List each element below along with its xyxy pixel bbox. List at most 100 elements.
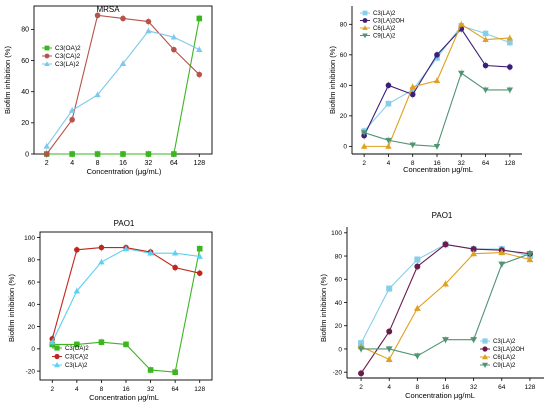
series-3 xyxy=(357,248,534,364)
legend-label: C3(CA)2 xyxy=(65,355,89,361)
data-point xyxy=(470,250,478,257)
data-point xyxy=(433,143,441,150)
x-tick-label: 4 xyxy=(387,160,391,167)
legend-marker xyxy=(44,53,50,59)
data-point xyxy=(442,280,449,287)
y-tick-label: 60 xyxy=(28,279,36,286)
data-point xyxy=(434,55,440,61)
data-point xyxy=(49,338,56,345)
data-point xyxy=(98,258,105,265)
data-point xyxy=(434,52,440,58)
data-point xyxy=(414,256,421,263)
legend-label: C3(LA)2 xyxy=(373,11,396,17)
legend-label: C9(LA)2 xyxy=(493,363,516,369)
data-point xyxy=(172,369,178,376)
data-point xyxy=(470,246,477,253)
legend-label: C3(OA)2 xyxy=(55,45,81,52)
data-point xyxy=(94,12,101,19)
legend-label: C3(OA)2 xyxy=(65,346,89,352)
data-point xyxy=(43,151,50,157)
x-tick-label: 128 xyxy=(504,160,515,167)
chart-title: MRSA xyxy=(96,5,120,14)
legend-marker xyxy=(362,10,368,16)
legend: C3(OA)2 C3(CA)2 C3(LA)2 xyxy=(52,345,89,369)
series-line xyxy=(360,243,530,374)
data-point xyxy=(482,87,489,94)
data-point xyxy=(171,151,177,157)
y-tick-label: 40 xyxy=(335,300,343,307)
series-3 xyxy=(43,26,203,151)
data-point xyxy=(123,341,129,348)
data-point xyxy=(120,15,126,22)
data-point xyxy=(413,353,421,360)
data-point xyxy=(507,64,513,70)
chart-panel-3: 2 4 8 16 32 64 128 -20 0 20 40 60 80 100 PAO1 Concentra… xyxy=(7,219,213,402)
y-tick-label: -20 xyxy=(26,368,36,375)
chart-panel-2: 2 4 8 16 32 64 128 0 20 40 60 80 Concentration μg/mL… xyxy=(328,6,522,174)
y-tick-label: 0 xyxy=(31,346,35,353)
x-tick-label: 8 xyxy=(100,386,104,393)
data-point xyxy=(171,249,179,256)
x-axis-label: Concentration μg/mL xyxy=(405,391,475,400)
x-tick-label: 32 xyxy=(147,386,155,393)
x-tick-label: 8 xyxy=(416,384,420,391)
series-1 xyxy=(43,14,203,158)
data-point xyxy=(458,70,465,77)
y-tick-label: 80 xyxy=(28,257,36,264)
chart-title: PAO1 xyxy=(114,219,135,228)
legend-marker xyxy=(482,338,488,344)
legend-marker xyxy=(362,25,368,31)
legend-label: C6(LA)2 xyxy=(373,26,396,32)
legend-label: C3(LA)2OH xyxy=(493,347,524,353)
legend-marker xyxy=(482,354,488,360)
data-point xyxy=(385,143,392,149)
data-point xyxy=(196,46,203,53)
data-point xyxy=(386,328,393,335)
data-point xyxy=(120,151,126,157)
y-axis-label: Biofilm inhibition (%) xyxy=(319,274,328,342)
data-point xyxy=(196,15,203,22)
y-tick-label: 80 xyxy=(21,27,29,34)
data-point xyxy=(196,245,203,252)
legend-marker xyxy=(44,45,50,51)
data-point xyxy=(442,337,449,344)
legend-label: C9(LA)2 xyxy=(373,34,396,40)
data-point xyxy=(196,270,203,276)
data-point xyxy=(98,339,105,345)
data-point xyxy=(385,137,392,144)
legend-marker xyxy=(362,33,368,39)
data-point xyxy=(482,36,489,42)
data-point xyxy=(385,100,392,107)
legend-marker xyxy=(482,346,488,352)
y-tick-label: 40 xyxy=(28,302,36,309)
y-tick-label: 0 xyxy=(338,346,342,353)
x-tick-label: 16 xyxy=(119,160,127,167)
y-tick-label: -20 xyxy=(333,369,343,376)
data-point xyxy=(409,83,416,90)
x-tick-label: 4 xyxy=(387,384,391,391)
y-tick-label: 80 xyxy=(335,253,343,260)
legend-marker xyxy=(54,345,60,351)
x-axis-label: Concentration μg/mL xyxy=(403,165,473,174)
series-3 xyxy=(49,244,203,347)
data-point xyxy=(69,151,75,157)
plot-frame xyxy=(33,5,213,155)
series-1 xyxy=(358,240,533,348)
series-4 xyxy=(360,69,514,151)
x-tick-label: 128 xyxy=(194,386,205,393)
legend-label: C3(LA)2 xyxy=(65,363,88,369)
data-point xyxy=(507,39,513,46)
chart-panel-4: 2 4 8 16 32 64 128 -20 0 20 40 60 80 100 PAO1 Concentra… xyxy=(319,211,544,400)
data-point xyxy=(69,116,75,123)
data-point xyxy=(43,142,50,149)
data-point xyxy=(145,18,152,25)
x-tick-label: 4 xyxy=(70,160,74,167)
x-tick-label: 128 xyxy=(524,384,535,391)
x-tick-label: 16 xyxy=(122,386,130,393)
data-point xyxy=(119,60,127,67)
data-point xyxy=(171,46,177,53)
y-axis-label: Biofilm inhibition (%) xyxy=(328,46,337,114)
x-axis-label: Concentration μg/mL xyxy=(89,393,159,402)
data-point xyxy=(498,261,506,268)
